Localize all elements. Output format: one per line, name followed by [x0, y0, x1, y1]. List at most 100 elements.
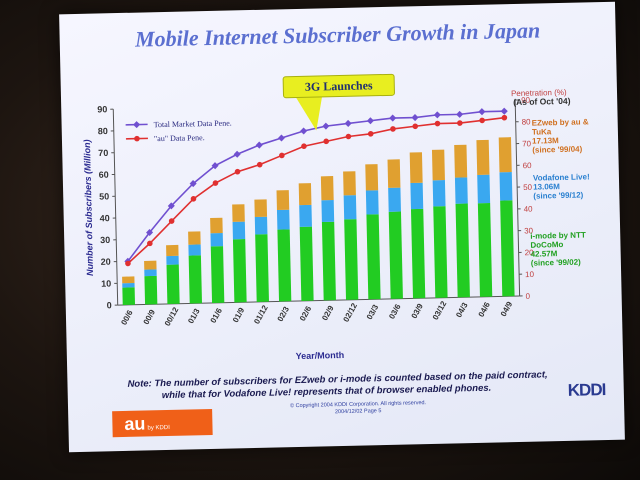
- x-tick-label: 00/6: [119, 308, 135, 326]
- point-total-market: [456, 110, 464, 118]
- x-tick-label: 03/12: [431, 299, 449, 321]
- point-au: [390, 126, 396, 132]
- x-tick-label: 04/9: [499, 300, 515, 318]
- point-au: [434, 120, 441, 127]
- bar-i-mode: [299, 226, 314, 301]
- imode-legend-name: i-mode by NTT DoCoMo: [530, 230, 586, 250]
- bar-ezweb: [188, 231, 201, 245]
- y2-tick-label: 40: [524, 205, 534, 214]
- bar-vodafone-live-: [254, 216, 268, 235]
- point-au: [256, 161, 263, 168]
- bar-vodafone-live-: [454, 177, 468, 204]
- bar-ezweb: [387, 159, 401, 188]
- bar-ezweb: [254, 199, 268, 218]
- point-total-market: [300, 127, 308, 135]
- bar-vodafone-live-: [299, 204, 312, 227]
- legend-marker: [134, 135, 140, 142]
- kddi-logo: KDDI: [567, 380, 606, 400]
- point-total-market: [411, 114, 419, 122]
- y-tick-label: 50: [99, 191, 109, 201]
- bar-vodafone-live-: [144, 269, 157, 277]
- vodafone-legend-since: (since '99/12): [533, 190, 584, 201]
- point-total-market: [500, 107, 508, 115]
- x-tick-label: 02/3: [276, 305, 292, 323]
- point-total-market: [211, 162, 219, 170]
- point-au: [323, 138, 330, 145]
- x-tick-label: 01/9: [231, 306, 247, 324]
- bar-i-mode: [477, 202, 493, 297]
- y2-tick-label: 80: [522, 117, 532, 126]
- point-au: [147, 240, 153, 247]
- y-tick-label: 40: [100, 213, 110, 223]
- au-logo: au by KDDI: [112, 408, 213, 438]
- y2-tick-label: 20: [525, 248, 535, 257]
- x-axis-title: Year/Month: [296, 350, 345, 361]
- vodafone-legend: Vodafone Live! 13.06M (since '99/12): [533, 172, 604, 201]
- bar-vodafone-live-: [388, 187, 401, 212]
- x-tick-label: 01/3: [186, 307, 202, 325]
- bar-vodafone-live-: [122, 282, 135, 288]
- bar-i-mode: [388, 211, 403, 299]
- bar-ezweb: [276, 190, 290, 211]
- bar-i-mode: [122, 287, 136, 305]
- bar-vodafone-live-: [432, 180, 446, 207]
- bar-i-mode: [277, 229, 292, 302]
- y-tick-label: 30: [100, 235, 110, 245]
- bar-ezweb: [166, 244, 179, 257]
- bar-ezweb: [498, 137, 512, 173]
- y2-tick-label: 10: [525, 270, 535, 279]
- point-total-market: [277, 134, 286, 142]
- legend-label: Total Market Data Pene.: [154, 118, 232, 129]
- y-tick-label: 0: [107, 300, 112, 310]
- x-tick-label: 00/9: [142, 308, 158, 326]
- point-au: [367, 131, 374, 137]
- y-tick-label: 60: [99, 170, 109, 180]
- point-total-market: [344, 119, 352, 127]
- y2-tick-label: 70: [522, 139, 532, 148]
- point-au: [412, 123, 419, 130]
- bar-vodafone-live-: [410, 182, 424, 210]
- y2-tick-label: 90: [521, 96, 531, 105]
- x-tick-label: 03/3: [365, 303, 381, 321]
- 3g-launch-callout: 3G Launches: [282, 73, 396, 99]
- bar-ezweb: [232, 204, 245, 222]
- bar-vodafone-live-: [343, 195, 357, 220]
- point-au: [279, 152, 285, 159]
- bar-ezweb: [320, 176, 334, 201]
- bar-ezweb: [144, 260, 157, 270]
- y-tick-label: 70: [98, 148, 108, 158]
- bar-vodafone-live-: [365, 190, 379, 215]
- bar-vodafone-live-: [499, 172, 513, 201]
- bar-ezweb: [122, 276, 135, 284]
- line-total-market-penetration: [127, 110, 505, 262]
- bar-i-mode: [166, 264, 180, 304]
- point-au: [190, 196, 197, 202]
- point-total-market: [233, 150, 241, 158]
- point-au: [457, 120, 463, 126]
- bar-i-mode: [144, 275, 158, 305]
- y2-tick-label: 0: [526, 292, 531, 301]
- x-tick-label: 01/6: [209, 306, 225, 324]
- point-total-market: [433, 111, 441, 119]
- point-total-market: [146, 228, 154, 237]
- legend-marker: [133, 121, 141, 129]
- x-tick-label: 03/6: [387, 302, 403, 320]
- ezweb-legend-since: (since '99/04): [532, 144, 583, 155]
- x-tick-label: 03/9: [410, 302, 426, 320]
- point-total-market: [366, 117, 374, 125]
- x-tick-label: 02/12: [342, 301, 360, 323]
- au-logo-text: au: [124, 413, 146, 434]
- x-axis: [117, 295, 520, 306]
- point-total-market: [189, 180, 197, 188]
- point-total-market: [322, 122, 330, 130]
- bar-i-mode: [500, 200, 515, 297]
- bar-ezweb: [365, 164, 379, 191]
- bar-i-mode: [232, 239, 247, 303]
- x-tick-label: 01/12: [252, 303, 270, 325]
- legend-label: "au" Data Pene.: [154, 133, 205, 143]
- point-au: [345, 133, 352, 140]
- y2-tick-label: 50: [523, 183, 533, 192]
- bar-i-mode: [188, 255, 203, 304]
- bar-ezweb: [343, 171, 356, 196]
- point-total-market: [389, 114, 397, 122]
